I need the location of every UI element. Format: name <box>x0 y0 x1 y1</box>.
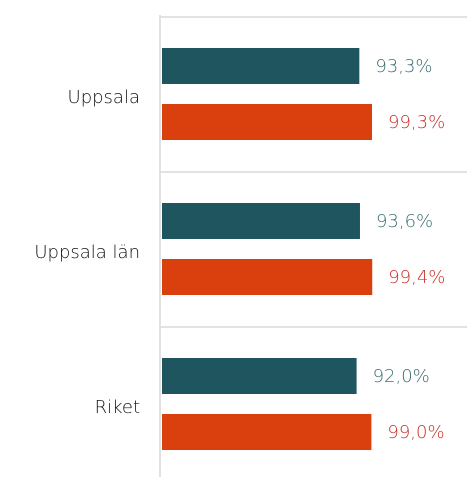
category-label: Uppsala <box>68 87 140 108</box>
bar <box>162 104 373 140</box>
bar <box>162 259 373 295</box>
bar <box>162 48 360 84</box>
value-label: 99,3% <box>388 112 445 133</box>
value-label: 99,0% <box>387 422 444 443</box>
bar <box>162 203 360 239</box>
value-label: 93,3% <box>375 56 432 77</box>
bar <box>162 414 372 450</box>
value-label: 93,6% <box>376 211 433 232</box>
category-label: Riket <box>95 397 140 418</box>
bar <box>162 358 357 394</box>
category-label: Uppsala län <box>34 242 140 263</box>
value-label: 92,0% <box>373 366 430 387</box>
value-label: 99,4% <box>388 267 445 288</box>
